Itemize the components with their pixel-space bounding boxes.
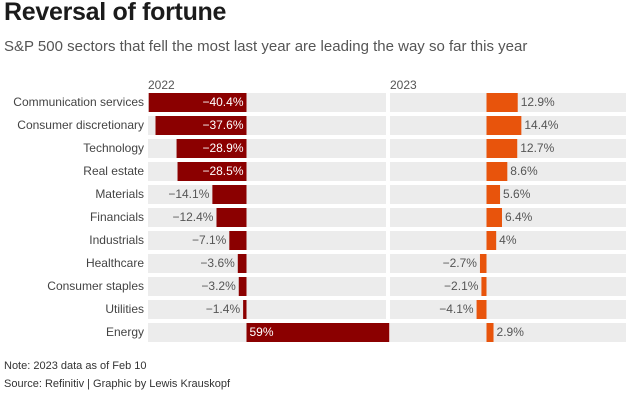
value-label-2022-communication-services: −40.4% (202, 95, 243, 109)
bar-track-2023-materials (390, 185, 626, 204)
chart-source: Source: Refinitiv | Graphic by Lewis Kra… (4, 378, 231, 390)
value-label-2022-financials: −12.4% (172, 210, 213, 224)
value-label-2023-consumer-staples: −2.1% (444, 279, 479, 293)
value-label-2023-financials: 6.4% (505, 210, 533, 224)
value-label-2023-consumer-discretionary: 14.4% (524, 118, 558, 132)
bar-track-2023-energy (390, 323, 626, 342)
value-label-2022-energy: 59% (250, 325, 274, 339)
bar-2023-energy (486, 323, 494, 342)
category-label-technology: Technology (83, 141, 144, 155)
value-label-2022-industrials: −7.1% (192, 233, 227, 247)
value-label-2023-materials: 5.6% (503, 187, 531, 201)
value-label-2023-utilities: −4.1% (439, 302, 474, 316)
category-label-healthcare: Healthcare (86, 256, 144, 270)
bar-2022-energy (246, 323, 390, 342)
bar-2023-industrials (486, 231, 497, 250)
bar-2022-consumer-discretionary (155, 116, 247, 135)
bar-2022-communication-services (148, 93, 247, 112)
bar-2023-communication-services (486, 93, 518, 112)
chart-note: Note: 2023 data as of Feb 10 (4, 360, 147, 372)
bar-chart: 2022 2023 Communication services −40.4% 12.9… (13, 78, 626, 342)
category-label-consumer-staples: Consumer staples (47, 279, 144, 293)
bar-2023-technology (486, 139, 518, 158)
category-label-utilities: Utilities (105, 302, 144, 316)
bar-2023-materials (486, 185, 501, 204)
bar-track-2022-industrials (148, 231, 386, 250)
bar-track-2023-industrials (390, 231, 626, 250)
bar-track-2023-financials (390, 208, 626, 227)
bar-track-2022-consumer-staples (148, 277, 386, 296)
bar-track-2023-consumer-staples (390, 277, 626, 296)
value-label-2023-industrials: 4% (499, 233, 517, 247)
value-label-2022-real-estate: −28.5% (202, 164, 243, 178)
bar-2023-consumer-discretionary (486, 116, 522, 135)
value-label-2022-consumer-discretionary: −37.6% (202, 118, 243, 132)
bar-track-2022-financials (148, 208, 386, 227)
value-label-2022-consumer-staples: −3.2% (201, 279, 236, 293)
bar-2022-consumer-staples (238, 277, 247, 296)
value-label-2022-materials: −14.1% (168, 187, 209, 201)
value-label-2023-healthcare: −2.7% (443, 256, 478, 270)
value-label-2023-communication-services: 12.9% (521, 95, 555, 109)
category-label-industrials: Industrials (89, 233, 144, 247)
category-label-energy: Energy (106, 325, 144, 339)
value-label-2022-healthcare: −3.6% (200, 256, 235, 270)
bar-2023-utilities (476, 300, 487, 319)
series-header-2023: 2023 (390, 78, 417, 92)
value-label-2023-technology: 12.7% (520, 141, 554, 155)
bar-2023-consumer-staples (481, 277, 487, 296)
category-label-financials: Financials (90, 210, 144, 224)
bar-2022-utilities (243, 300, 247, 319)
category-label-communication-services: Communication services (13, 95, 144, 109)
bar-2022-healthcare (237, 254, 247, 273)
bar-track-2022-materials (148, 185, 386, 204)
value-label-2023-energy: 2.9% (497, 325, 525, 339)
chart-title: Reversal of fortune (4, 0, 227, 26)
bar-2022-real-estate (177, 162, 247, 181)
bar-2022-materials (212, 185, 247, 204)
category-label-materials: Materials (95, 187, 144, 201)
bar-2022-industrials (229, 231, 247, 250)
value-label-2022-utilities: −1.4% (206, 302, 241, 316)
series-header-2022: 2022 (148, 78, 175, 92)
bar-2022-financials (216, 208, 247, 227)
bar-track-2022-utilities (148, 300, 386, 319)
bar-2022-technology (176, 139, 247, 158)
bar-track-2022-healthcare (148, 254, 386, 273)
value-label-2022-technology: −28.9% (202, 141, 243, 155)
bar-track-2023-healthcare (390, 254, 626, 273)
bar-2023-real-estate (486, 162, 508, 181)
category-label-real-estate: Real estate (83, 164, 144, 178)
bar-track-2023-real-estate (390, 162, 626, 181)
chart-subtitle: S&P 500 sectors that fell the most last … (4, 38, 528, 55)
bar-2023-healthcare (479, 254, 487, 273)
bar-track-2023-utilities (390, 300, 626, 319)
category-label-consumer-discretionary: Consumer discretionary (17, 118, 144, 132)
value-label-2023-real-estate: 8.6% (510, 164, 538, 178)
bar-2023-financials (486, 208, 502, 227)
